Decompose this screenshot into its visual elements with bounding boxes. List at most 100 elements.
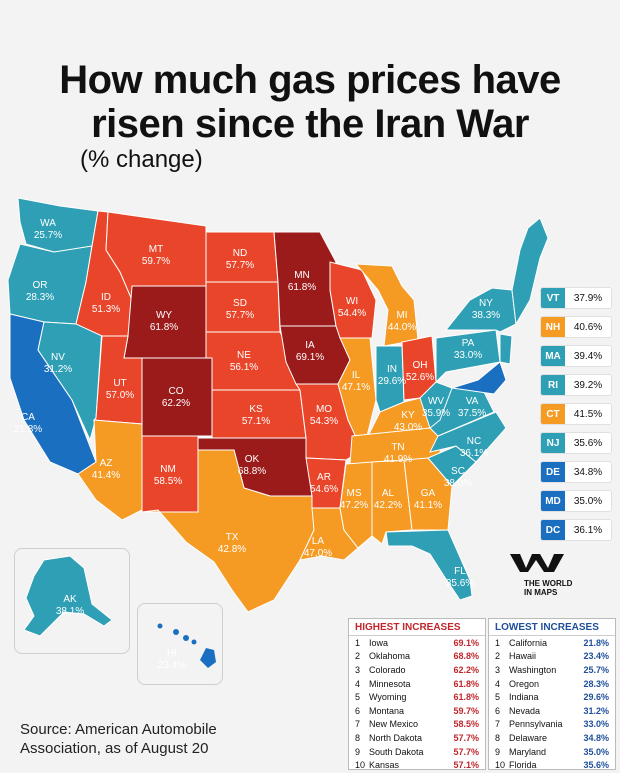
- legend-item-ri: RI 39.2%: [541, 375, 611, 395]
- state-name: Florida: [509, 760, 537, 771]
- state-label-nv: NV: [51, 352, 65, 363]
- rank: 4: [495, 678, 501, 689]
- percent: 21.8%: [583, 637, 609, 648]
- state-value-ak: 38.1%: [56, 606, 84, 617]
- state-name: Oklahoma: [369, 651, 411, 662]
- state-label-mt: MT: [149, 244, 163, 255]
- lowest-increases-table: LOWEST INCREASES 1 California 21.8% 2 Hawaii…: [488, 618, 616, 770]
- state-value-tx: 42.8%: [218, 544, 246, 555]
- rank: 6: [495, 705, 501, 716]
- state-value-al: 42.2%: [374, 500, 402, 511]
- percent: 34.8%: [583, 732, 609, 743]
- percent: 23.4%: [583, 651, 609, 662]
- state-hi-island-1: [157, 623, 163, 629]
- state-name: Wyoming: [369, 692, 407, 703]
- rank: 5: [355, 692, 361, 703]
- state-value-wv: 35.9%: [422, 408, 450, 419]
- state-ak: [23, 555, 113, 637]
- state-value-nc: 36.1%: [460, 448, 488, 459]
- state-value-in: 29.6%: [378, 376, 406, 387]
- state-fl: [385, 529, 473, 601]
- table-row: 5 Indiana 29.6%: [489, 690, 615, 704]
- state-name: Washington: [509, 664, 557, 675]
- percent: 61.8%: [453, 678, 479, 689]
- state-value-oh: 52.6%: [406, 372, 434, 383]
- state-value-tn: 41.9%: [384, 454, 412, 465]
- rank: 10: [355, 760, 366, 771]
- state-value-mo: 54.3%: [310, 416, 338, 427]
- state-name: Indiana: [509, 692, 539, 703]
- state-name: Kansas: [369, 760, 400, 771]
- table-row: 1 Iowa 69.1%: [349, 636, 485, 650]
- state-label-ar: AR: [317, 472, 331, 483]
- state-name: North Dakota: [369, 732, 423, 743]
- state-value-ks: 57.1%: [242, 416, 270, 427]
- state-label-nm: NM: [160, 464, 176, 475]
- table-row: 4 Minnesota 61.8%: [349, 677, 485, 691]
- state-label-mi: MI: [396, 310, 407, 321]
- state-ne-region: [511, 217, 549, 326]
- legend-abbr: DC: [541, 520, 565, 540]
- state-value-wa: 25.7%: [34, 230, 62, 241]
- state-value-nv: 31.2%: [44, 364, 72, 375]
- state-value-il: 47.1%: [342, 382, 370, 393]
- state-name: Hawaii: [509, 651, 537, 662]
- percent: 29.6%: [583, 692, 609, 703]
- state-name: Minnesota: [369, 678, 411, 689]
- state-label-wy: WY: [156, 310, 172, 321]
- state-name: New Mexico: [369, 719, 419, 730]
- source-note: Source: American Automobile Association,…: [20, 720, 217, 758]
- legend-item-vt: VT 37.9%: [541, 288, 611, 308]
- state-label-in: IN: [387, 364, 397, 375]
- rank: 1: [355, 637, 361, 648]
- state-value-la: 47.0%: [304, 548, 332, 559]
- table-row: 10 Kansas 57.1%: [349, 758, 485, 772]
- subtitle: (% change): [80, 146, 203, 173]
- state-value-ky: 43.0%: [394, 422, 422, 433]
- legend-item-de: DE 34.8%: [541, 462, 611, 482]
- state-hi: [200, 648, 216, 668]
- rank: 3: [355, 664, 361, 675]
- state-label-la: LA: [312, 536, 325, 547]
- rank: 4: [355, 678, 361, 689]
- table-row: 9 South Dakota 57.7%: [349, 745, 485, 759]
- state-label-nc: NC: [467, 436, 481, 447]
- legend-abbr: RI: [541, 375, 565, 395]
- state-name: California: [509, 637, 548, 648]
- state-label-ne: NE: [237, 350, 251, 361]
- table-row: 3 Washington 25.7%: [489, 663, 615, 677]
- legend-abbr: NJ: [541, 433, 565, 453]
- state-label-ut: UT: [113, 378, 126, 389]
- percent: 62.2%: [453, 664, 479, 675]
- state-value-az: 41.4%: [92, 470, 120, 481]
- rank: 8: [495, 732, 501, 743]
- state-hi-island-3: [183, 635, 189, 641]
- legend-abbr: MA: [541, 346, 565, 366]
- source-line-1: Source: American Automobile: [20, 721, 217, 738]
- state-value-wy: 61.8%: [150, 322, 178, 333]
- highest-table-title: HIGHEST INCREASES: [349, 619, 485, 636]
- state-nj: [499, 333, 513, 365]
- legend-item-nj: NJ 35.6%: [541, 433, 611, 453]
- table-row: 9 Maryland 35.0%: [489, 745, 615, 759]
- rank: 2: [495, 651, 501, 662]
- lowest-table-title: LOWEST INCREASES: [489, 619, 615, 636]
- legend-value: 41.5%: [565, 404, 611, 424]
- state-name: Montana: [369, 705, 405, 716]
- legend-abbr: NH: [541, 317, 565, 337]
- rank: 10: [495, 760, 506, 771]
- state-wv: [419, 381, 453, 429]
- state-name: Colorado: [369, 664, 406, 675]
- percent: 61.8%: [453, 692, 479, 703]
- table-row: 2 Hawaii 23.4%: [489, 650, 615, 664]
- title-line-2: risen since the Iran War: [91, 102, 529, 146]
- state-value-ia: 69.1%: [296, 352, 324, 363]
- state-label-ak: AK: [63, 594, 77, 605]
- state-co: [141, 357, 213, 437]
- state-label-tn: TN: [391, 442, 404, 453]
- state-pa: [435, 329, 501, 384]
- state-label-va: VA: [466, 396, 479, 407]
- legend-value: 34.8%: [565, 462, 611, 482]
- legend-value: 35.0%: [565, 491, 611, 511]
- state-value-id: 51.3%: [92, 304, 120, 315]
